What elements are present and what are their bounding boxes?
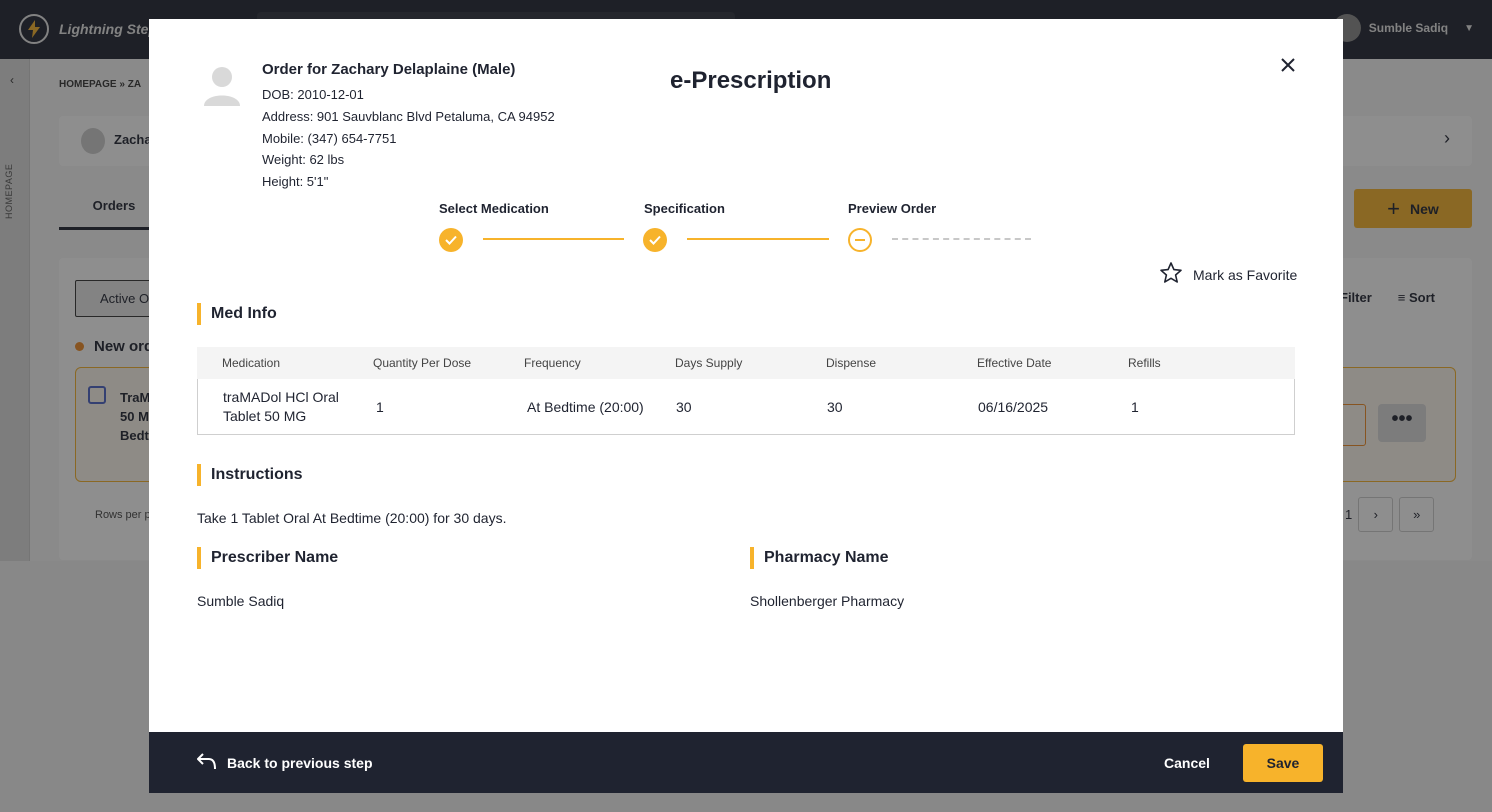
column-header: Days Supply: [675, 356, 743, 370]
section-heading-instructions: Instructions: [197, 464, 303, 486]
column-header: Effective Date: [977, 356, 1052, 370]
undo-arrow-icon: [197, 752, 217, 773]
patient-info: Order for Zachary Delaplaine (Male) DOB:…: [262, 60, 555, 193]
back-to-previous-step-button[interactable]: Back to previous step: [197, 752, 373, 773]
medication-line: traMADol HCl Oral: [223, 388, 339, 405]
step-connector: [687, 238, 829, 240]
column-header: Refills: [1128, 356, 1161, 370]
patient-weight: Weight: 62 lbs: [262, 152, 345, 168]
patient-mobile: Mobile: (347) 654-7751: [262, 130, 397, 146]
patient-name: Order for Zachary Delaplaine (Male): [262, 61, 516, 78]
star-outline-icon: [1159, 261, 1183, 288]
cell-dispense: 30: [827, 398, 843, 415]
cancel-button[interactable]: Cancel: [1164, 755, 1210, 771]
close-icon[interactable]: [1276, 53, 1300, 77]
section-heading-med-info: Med Info: [197, 303, 277, 325]
table-row: traMADol HCl Oral Tablet 50 MG 1 At Bedt…: [197, 379, 1295, 435]
step-connector: [483, 238, 624, 240]
back-label: Back to previous step: [227, 754, 373, 771]
pharmacy-name: Shollenberger Pharmacy: [750, 593, 905, 609]
step-label-select-medication: Select Medication: [439, 201, 549, 216]
save-button[interactable]: Save: [1243, 744, 1323, 782]
cell-days-supply: 30: [676, 398, 692, 415]
mark-favorite-button[interactable]: Mark as Favorite: [1159, 261, 1297, 288]
mark-favorite-label: Mark as Favorite: [1193, 266, 1298, 283]
column-header: Medication: [222, 356, 281, 370]
instructions-text: Take 1 Tablet Oral At Bedtime (20:00) fo…: [197, 510, 507, 526]
prescriber-name: Sumble Sadiq: [197, 593, 285, 609]
medication-line: Tablet 50 MG: [223, 407, 307, 424]
section-heading-pharmacy: Pharmacy Name: [750, 547, 889, 569]
step-label-specification: Specification: [644, 201, 725, 216]
cell-refills: 1: [1131, 398, 1139, 415]
section-heading-prescriber: Prescriber Name: [197, 547, 338, 569]
patient-dob: DOB: 2010-12-01: [262, 87, 364, 102]
check-icon: [439, 228, 463, 252]
eprescription-modal: Order for Zachary Delaplaine (Male) DOB:…: [149, 19, 1343, 793]
column-header: Dispense: [826, 356, 877, 370]
cell-quantity: 1: [376, 398, 384, 415]
cell-medication: traMADol HCl Oral Tablet 50 MG: [198, 388, 374, 426]
cell-effective-date: 06/16/2025: [978, 398, 1049, 415]
modal-footer: Back to previous step Cancel Save: [149, 732, 1343, 793]
table-header: Medication Quantity Per Dose Frequency D…: [197, 347, 1295, 379]
med-info-table: Medication Quantity Per Dose Frequency D…: [197, 347, 1295, 435]
step-label-preview-order: Preview Order: [848, 201, 937, 216]
patient-address: Address: 901 Sauvblanc Blvd Petaluma, CA…: [262, 108, 555, 124]
patient-avatar-icon: [202, 64, 242, 106]
column-header: Quantity Per Dose: [373, 356, 472, 370]
minus-circle-icon: [848, 228, 872, 252]
column-header: Frequency: [524, 356, 581, 370]
patient-height: Height: 5'1": [262, 174, 329, 190]
cell-frequency: At Bedtime (20:00): [527, 398, 644, 415]
step-connector-pending: [892, 238, 1031, 240]
modal-title: e-Prescription: [670, 67, 832, 94]
check-icon: [643, 228, 667, 252]
